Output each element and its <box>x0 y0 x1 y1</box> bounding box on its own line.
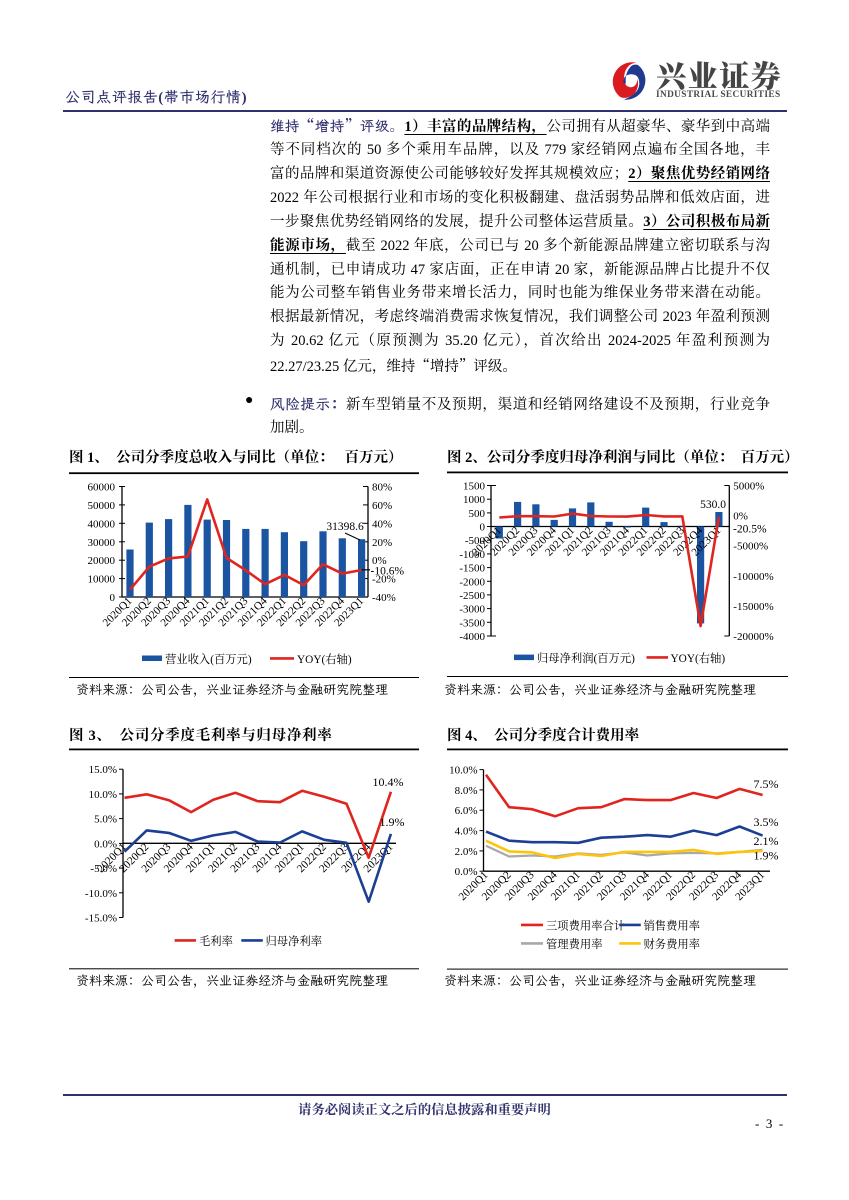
svg-text:31398.6: 31398.6 <box>326 521 364 533</box>
svg-text:财务费用率: 财务费用率 <box>644 937 701 951</box>
svg-text:销售费用率: 销售费用率 <box>644 919 701 933</box>
svg-text:500: 500 <box>469 508 486 520</box>
svg-text:2.1%: 2.1% <box>754 834 779 848</box>
svg-text:1.9%: 1.9% <box>380 815 405 829</box>
svg-text:40000: 40000 <box>88 518 116 530</box>
svg-text:4.0%: 4.0% <box>455 826 478 838</box>
svg-text:-20000%: -20000% <box>733 631 773 643</box>
svg-text:-15000%: -15000% <box>733 601 773 613</box>
svg-text:10.0%: 10.0% <box>89 789 117 801</box>
svg-text:7.5%: 7.5% <box>754 777 779 791</box>
svg-text:5.0%: 5.0% <box>94 814 117 826</box>
svg-text:50000: 50000 <box>88 500 116 512</box>
svg-text:图 1、 公司分季度总收入与同比（单位： 百万元）: 图 1、 公司分季度总收入与同比（单位： 百万元） <box>69 448 403 466</box>
svg-text:图 4、 公司分季度合计费用率: 图 4、 公司分季度合计费用率 <box>447 726 640 744</box>
svg-text:-20%: -20% <box>372 574 396 586</box>
svg-text:-1500: -1500 <box>459 563 485 575</box>
svg-text:15.0%: 15.0% <box>89 764 117 776</box>
svg-text:-5.0%: -5.0% <box>90 863 117 875</box>
svg-text:3.5%: 3.5% <box>754 815 779 829</box>
svg-text:管理费用率: 管理费用率 <box>546 937 603 951</box>
svg-text:三项费用率合计: 三项费用率合计 <box>546 919 625 933</box>
svg-text:0: 0 <box>110 592 116 604</box>
svg-text:1.9%: 1.9% <box>754 849 779 863</box>
svg-text:0.0%: 0.0% <box>94 838 117 850</box>
svg-text:-10000%: -10000% <box>733 571 773 583</box>
svg-text:资料来源：公司公告，兴业证券经济与金融研究院整理: 资料来源：公司公告，兴业证券经济与金融研究院整理 <box>444 679 756 698</box>
svg-text:10.4%: 10.4% <box>373 775 404 789</box>
svg-text:-3000: -3000 <box>459 604 485 616</box>
svg-text:1500: 1500 <box>463 481 486 493</box>
svg-text:0: 0 <box>480 522 486 534</box>
svg-text:-40%: -40% <box>372 592 396 604</box>
svg-text:资料来源：公司公告，兴业证券经济与金融研究院整理: 资料来源：公司公告，兴业证券经济与金融研究院整理 <box>76 970 388 989</box>
svg-text:图 3、 公司分季度毛利率与归母净利率: 图 3、 公司分季度毛利率与归母净利率 <box>69 726 332 744</box>
svg-text:归母净利润(百万元): 归母净利润(百万元) <box>537 651 635 665</box>
svg-text:-10.0%: -10.0% <box>85 888 117 900</box>
svg-text:-10.6%: -10.6% <box>371 566 405 578</box>
svg-text:1000: 1000 <box>463 494 486 506</box>
svg-text:40%: 40% <box>372 518 392 530</box>
svg-text:-2500: -2500 <box>459 590 485 602</box>
svg-text:60%: 60% <box>372 500 392 512</box>
svg-text:-1000: -1000 <box>459 549 485 561</box>
svg-text:20000: 20000 <box>88 555 116 567</box>
svg-text:8.0%: 8.0% <box>455 785 478 797</box>
svg-text:6.0%: 6.0% <box>455 805 478 817</box>
svg-text:0.0%: 0.0% <box>455 866 478 878</box>
svg-text:60000: 60000 <box>88 482 116 494</box>
svg-text:-3500: -3500 <box>459 617 485 629</box>
svg-text:资料来源：公司公告，兴业证券经济与金融研究院整理: 资料来源：公司公告，兴业证券经济与金融研究院整理 <box>76 679 388 698</box>
svg-text:10.0%: 10.0% <box>449 765 477 777</box>
svg-text:毛利率: 毛利率 <box>199 934 233 948</box>
svg-text:-5000%: -5000% <box>733 541 768 553</box>
svg-text:2.0%: 2.0% <box>455 846 478 858</box>
svg-text:-500: -500 <box>465 535 486 547</box>
svg-text:YOY(右轴): YOY(右轴) <box>297 652 352 666</box>
svg-text:归母净利率: 归母净利率 <box>266 934 323 948</box>
svg-text:5000%: 5000% <box>733 481 764 493</box>
svg-text:图 2、公司分季度归母净利润与同比（单位： 百万元）: 图 2、公司分季度归母净利润与同比（单位： 百万元） <box>447 448 799 466</box>
svg-text:营业收入(百万元): 营业收入(百万元) <box>165 652 252 666</box>
svg-text:YOY(右轴): YOY(右轴) <box>671 651 726 665</box>
svg-text:80%: 80% <box>372 482 392 494</box>
svg-text:资料来源：公司公告，兴业证券经济与金融研究院整理: 资料来源：公司公告，兴业证券经济与金融研究院整理 <box>444 970 756 989</box>
svg-text:-4000: -4000 <box>459 631 485 643</box>
svg-text:10000: 10000 <box>88 574 116 586</box>
svg-text:-2000: -2000 <box>459 576 485 588</box>
svg-text:-15.0%: -15.0% <box>85 913 117 925</box>
svg-text:20%: 20% <box>372 537 392 549</box>
svg-text:0%: 0% <box>372 555 387 567</box>
svg-text:0%: 0% <box>733 511 748 523</box>
svg-text:530.0: 530.0 <box>700 499 726 511</box>
svg-text:30000: 30000 <box>88 537 116 549</box>
svg-text:-20.5%: -20.5% <box>733 524 767 536</box>
